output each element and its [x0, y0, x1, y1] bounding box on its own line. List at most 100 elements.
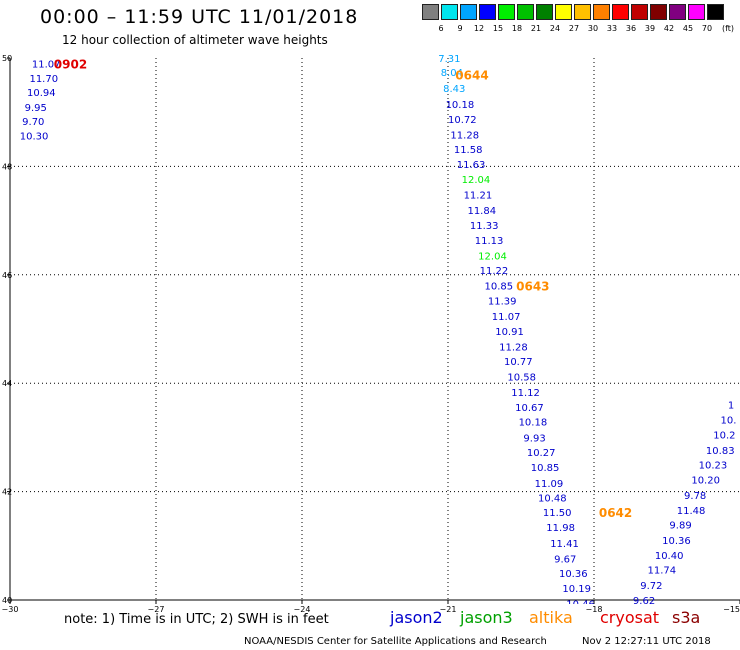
swh-value-label: 10.18: [446, 100, 475, 111]
swh-value-label: 10.67: [515, 403, 544, 414]
swh-value-label: 10.46: [566, 599, 595, 610]
swh-value-label: 10.19: [562, 584, 591, 595]
swh-value-label: 11.48: [677, 506, 706, 517]
colorbar-swatch: [460, 4, 477, 20]
swh-value-label: 10.88: [570, 614, 599, 625]
swh-value-label: 10.83: [706, 446, 735, 457]
swh-value-label: 8.04: [441, 68, 463, 79]
swh-value-label: 11.58: [454, 145, 483, 156]
colorbar-label: 27: [568, 24, 580, 33]
x-tick-label: −24: [294, 605, 311, 614]
data-layer: 11.07 11.70 10.94 9.95 9.70 10.30 0902 7.31 8.04…: [20, 54, 737, 625]
colorbar-label: 39: [644, 24, 656, 33]
colorbar-swatch: [536, 4, 553, 20]
swh-value-label: 9.67: [554, 554, 576, 565]
colorbar-swatch: [631, 4, 648, 20]
colorbar-swatch: [688, 4, 705, 20]
x-tick-label: −27: [148, 605, 165, 614]
swh-value-label: 11.63: [457, 160, 486, 171]
swh-value-label: 10.27: [527, 448, 556, 459]
colorbar-label: 6: [438, 24, 444, 33]
legend-s3a: s3a: [672, 608, 701, 627]
footer-note: note: 1) Time is in UTC; 2) SWH is in fe…: [64, 612, 329, 627]
swh-value-label: 9.72: [640, 581, 662, 592]
colorbar-label: 30: [587, 24, 599, 33]
colorbar-label: 36: [625, 24, 637, 33]
y-tick-label: 46: [2, 271, 12, 280]
swh-value-label: 12.04: [478, 251, 507, 262]
colorbar-label: 24: [549, 24, 561, 33]
swh-value-label: 10.85: [531, 463, 560, 474]
colorbar-label: 45: [682, 24, 694, 33]
legend-altika: altika: [529, 608, 573, 627]
swh-value-label: 10.30: [20, 132, 49, 143]
swh-value-label: 11.84: [467, 206, 496, 217]
swh-value-label: 10.85: [485, 282, 514, 293]
x-tick-label: −15: [723, 605, 740, 614]
y-tick-label: 40: [2, 596, 12, 605]
colorbar-swatch: [498, 4, 515, 20]
colorbar-label: 15: [492, 24, 504, 33]
colorbar-swatch: [479, 4, 496, 20]
swh-value-label: 8.43: [443, 84, 465, 95]
colorbar-swatch: [555, 4, 572, 20]
swh-value-label: 10.2: [713, 431, 735, 442]
x-tick-label: −30: [2, 605, 19, 614]
colorbar-label: 18: [511, 24, 523, 33]
y-tick-label: 48: [2, 162, 12, 171]
legend-jason2: jason2: [390, 608, 443, 627]
colorbar-swatch: [517, 4, 534, 20]
x-tick-label: −21: [440, 605, 457, 614]
legend-cryosat: cryosat: [600, 608, 660, 627]
y-tick-label: 42: [2, 488, 12, 497]
y-tick-label: 44: [2, 379, 12, 388]
swh-value-label: 11.07: [32, 59, 61, 70]
swh-value-label: 11.74: [648, 566, 677, 577]
swh-value-label: 11.28: [499, 342, 528, 353]
colorbar-swatch: [593, 4, 610, 20]
swh-value-label: 1: [728, 400, 734, 411]
swh-value-label: 11.07: [492, 312, 521, 323]
swh-value-label: 10.91: [495, 327, 524, 338]
swh-value-label: 11.22: [480, 266, 509, 277]
colorbar-label: 42: [663, 24, 675, 33]
colorbar-label: 33: [606, 24, 618, 33]
swh-value-label: 10.36: [662, 536, 691, 547]
swh-value-label: 10.94: [27, 88, 56, 99]
pass-time-label: 0643: [516, 280, 549, 294]
legend-jason3: jason3: [460, 608, 513, 627]
swh-value-label: 10.72: [448, 115, 477, 126]
swh-value-label: 10.48: [538, 494, 567, 505]
colorbar-swatch: [707, 4, 724, 20]
swh-value-label: 10.77: [504, 357, 533, 368]
swh-value-label: 9.62: [633, 596, 655, 607]
swh-value-label: 11.12: [511, 388, 540, 399]
swh-value-label: 9.95: [25, 103, 47, 114]
swh-value-label: 10.36: [559, 569, 588, 580]
swh-value-label: 11.33: [470, 221, 499, 232]
x-tick-label: −18: [586, 605, 603, 614]
swh-value-label: 11.39: [488, 296, 517, 307]
swh-value-label: 9.70: [22, 117, 44, 128]
colorbar-swatch: [650, 4, 667, 20]
colorbar-swatch: [669, 4, 686, 20]
colorbar-label: 9: [457, 24, 463, 33]
swh-value-label: 10.: [721, 416, 737, 427]
swh-value-label: 10.23: [699, 461, 728, 472]
colorbar-swatch: [441, 4, 458, 20]
swh-value-label: 11.21: [464, 191, 493, 202]
swh-value-label: 11.09: [535, 479, 564, 490]
swh-value-label: 11.70: [29, 74, 58, 85]
swh-value-label: 7.31: [438, 54, 460, 65]
created-timestamp: Nov 2 12:27:11 UTC 2018: [582, 636, 711, 647]
swh-value-label: 9.89: [669, 521, 691, 532]
swh-value-label: 10.40: [655, 551, 684, 562]
swh-value-label: 11.98: [546, 523, 575, 534]
swh-value-label: 9.93: [523, 433, 545, 444]
colorbar-label: 12: [473, 24, 485, 33]
swh-value-label: 10.20: [691, 476, 720, 487]
swh-value-label: 11.28: [450, 130, 479, 141]
colorbar-label: 70: [701, 24, 713, 33]
credit-line: NOAA/NESDIS Center for Satellite Applica…: [244, 636, 547, 647]
swh-value-label: 12.04: [462, 175, 491, 186]
